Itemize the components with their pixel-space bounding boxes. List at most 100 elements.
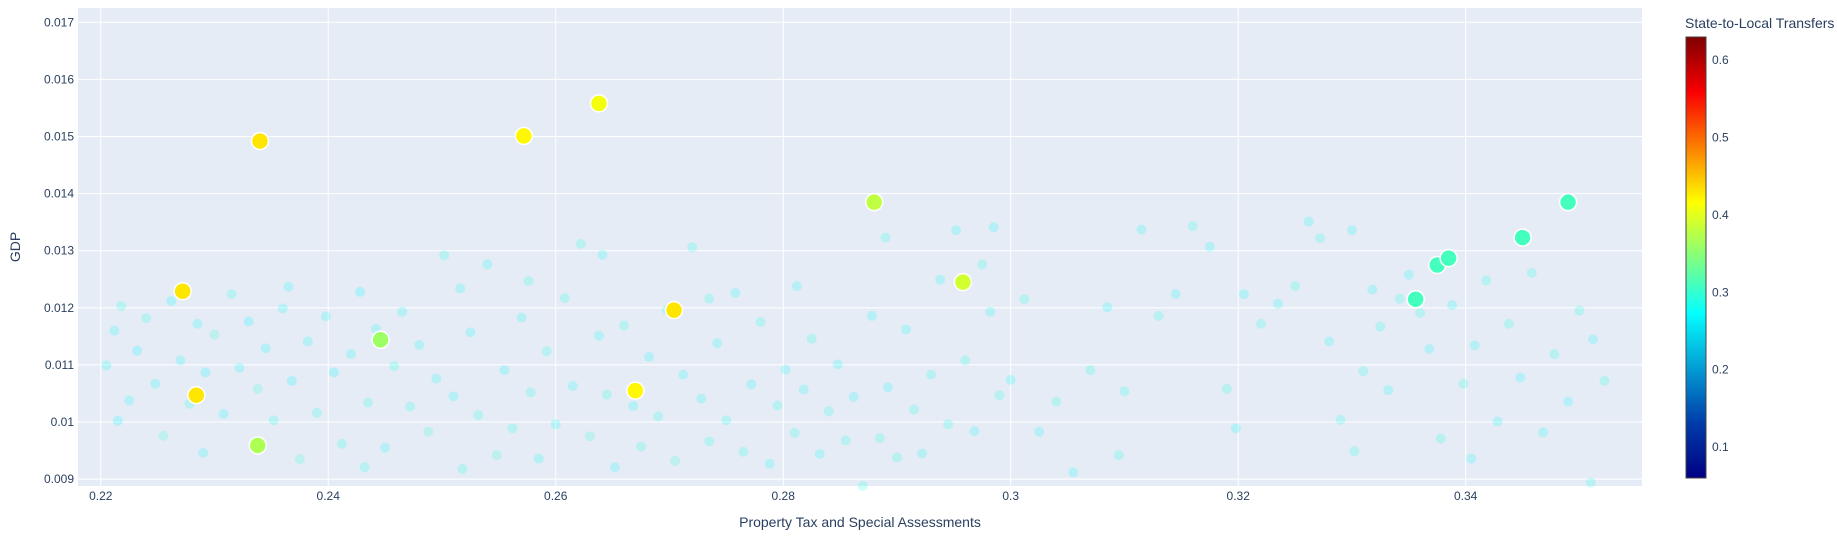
x-tick-label: 0.28 (772, 489, 796, 503)
background-points (101, 216, 1610, 491)
background-point (112, 415, 123, 426)
highlighted-point (514, 126, 534, 146)
background-point (866, 310, 877, 321)
background-point (969, 426, 980, 437)
background-point (988, 222, 999, 233)
background-point (1447, 299, 1458, 310)
background-point (150, 378, 161, 389)
highlighted-point (250, 131, 270, 151)
background-point (746, 379, 757, 390)
background-point (1383, 385, 1394, 396)
background-point (516, 312, 527, 323)
background-point (704, 293, 715, 304)
background-point (473, 410, 484, 421)
background-point (1415, 307, 1426, 318)
background-point (1019, 294, 1030, 305)
background-point (891, 452, 902, 463)
background-point (252, 383, 263, 394)
background-point (499, 365, 510, 376)
background-point (1005, 374, 1016, 385)
background-point (260, 343, 271, 354)
x-axis-title: Property Tax and Special Assessments (739, 514, 981, 530)
background-point (696, 393, 707, 404)
background-point (1113, 450, 1124, 461)
background-point (448, 391, 459, 402)
colorbar-title: State-to-Local Transfers (1685, 15, 1834, 31)
background-point (1187, 221, 1198, 232)
colorbar-tick-label: 0.3 (1712, 285, 1729, 299)
background-point (985, 306, 996, 317)
background-point (414, 339, 425, 350)
background-point (423, 426, 434, 437)
background-point (200, 367, 211, 378)
background-point (286, 375, 297, 386)
colorbar-tick-label: 0.4 (1712, 208, 1729, 222)
background-point (1515, 372, 1526, 383)
background-point (431, 373, 442, 384)
background-point (533, 453, 544, 464)
y-tick-label: 0.011 (45, 358, 74, 372)
background-point (320, 311, 331, 322)
background-point (601, 389, 612, 400)
colorbar-tick-label: 0.1 (1712, 440, 1729, 454)
background-point (874, 433, 885, 444)
background-point (141, 313, 152, 324)
highlighted-point (953, 272, 973, 292)
background-point (880, 232, 891, 243)
background-point (380, 442, 391, 453)
background-point (1303, 216, 1314, 227)
background-point (814, 449, 825, 460)
highlighted-point (664, 300, 684, 320)
background-point (1563, 396, 1574, 407)
y-tick-label: 0.009 (44, 472, 74, 486)
background-point (455, 283, 466, 294)
x-tick-label: 0.32 (1227, 489, 1251, 503)
background-point (302, 336, 313, 347)
y-tick-label: 0.014 (44, 187, 74, 201)
x-tick-label: 0.34 (1454, 489, 1478, 503)
background-point (951, 225, 962, 236)
background-point (1526, 267, 1537, 278)
background-point (523, 275, 534, 286)
highlighted-point (248, 436, 267, 455)
background-point (1503, 318, 1514, 329)
background-point (678, 369, 689, 380)
background-point (798, 384, 809, 395)
y-tick-label: 0.017 (44, 15, 74, 29)
background-point (1170, 289, 1181, 300)
background-point (336, 438, 347, 449)
background-point (1085, 365, 1096, 376)
background-point (1574, 305, 1585, 316)
background-point (567, 381, 578, 392)
background-point (789, 427, 800, 438)
background-point (175, 355, 186, 366)
background-point (1599, 375, 1610, 386)
background-point (1034, 426, 1045, 437)
background-point (482, 259, 493, 270)
background-point (909, 404, 920, 415)
background-point (363, 397, 374, 408)
background-point (1068, 467, 1079, 478)
y-axis-title: GDP (7, 232, 23, 262)
background-point (593, 330, 604, 341)
background-point (1394, 293, 1405, 304)
colorbar (1685, 36, 1707, 479)
background-point (704, 436, 715, 447)
background-point (1335, 414, 1346, 425)
background-point (618, 320, 629, 331)
background-point (1538, 427, 1549, 438)
y-tick-label: 0.012 (44, 301, 74, 315)
background-point (653, 411, 664, 422)
background-point (294, 454, 305, 465)
background-point (1119, 386, 1130, 397)
background-point (1204, 241, 1215, 252)
highlighted-point (187, 385, 206, 405)
background-point (389, 361, 400, 372)
background-point (1349, 446, 1360, 457)
x-tick-label: 0.3 (1002, 489, 1019, 503)
background-point (780, 364, 791, 375)
background-point (124, 395, 135, 406)
background-point (218, 409, 229, 420)
background-point (1346, 225, 1357, 236)
background-point (926, 369, 937, 380)
